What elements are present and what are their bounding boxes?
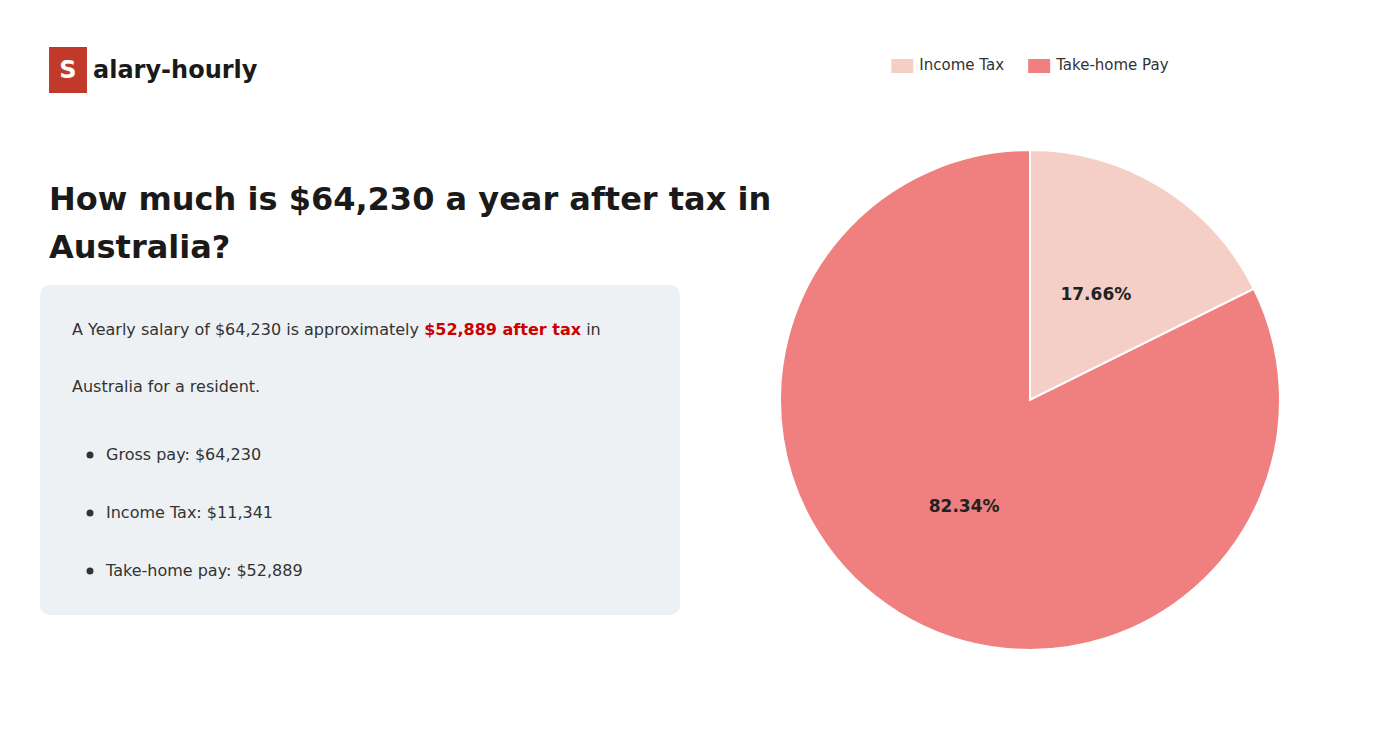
legend-item: Take-home Pay [1028,56,1169,74]
data-label: 17.66% [1060,284,1131,304]
legend-label: Income Tax [919,56,1004,74]
bullet-text: Income Tax: $11,341 [106,503,273,522]
slice [780,150,1280,650]
logo: Salary-hourly [49,47,258,93]
legend-swatch [1028,59,1050,73]
chart: Salary-hourly How much is $64,230 a year … [0,0,1400,750]
legend-label: Take-home Pay [1055,56,1169,74]
paragraph-text: A Yearly salary of $64,230 is approximat… [72,320,424,339]
logo-text: alary-hourly [93,56,258,84]
bullet-text: Gross pay: $64,230 [106,445,261,464]
data-label: 82.34% [929,496,1000,516]
info-box [40,285,680,615]
legend: Income Tax Take-home Pay [891,56,1168,74]
data-labels: 17.66% 82.34% [929,284,1132,517]
title: Australia? [49,228,230,266]
legend-item: Income Tax [891,56,1004,74]
legend-swatch [891,59,913,73]
bullet [87,452,94,459]
bullet [87,510,94,517]
logo-letter: S [59,56,76,84]
logo-box [49,47,87,93]
highlight: $52,889 after tax [424,320,582,339]
paragraph-text: Australia for a resident. [72,377,260,396]
bullet-text: Take-home pay: $52,889 [105,561,303,580]
pie [780,150,1280,650]
paragraph-text: in [581,320,601,339]
bullet [87,568,94,575]
paragraph: A Yearly salary of $64,230 is approximat… [72,320,601,339]
title: How much is $64,230 a year after tax in [49,180,771,218]
